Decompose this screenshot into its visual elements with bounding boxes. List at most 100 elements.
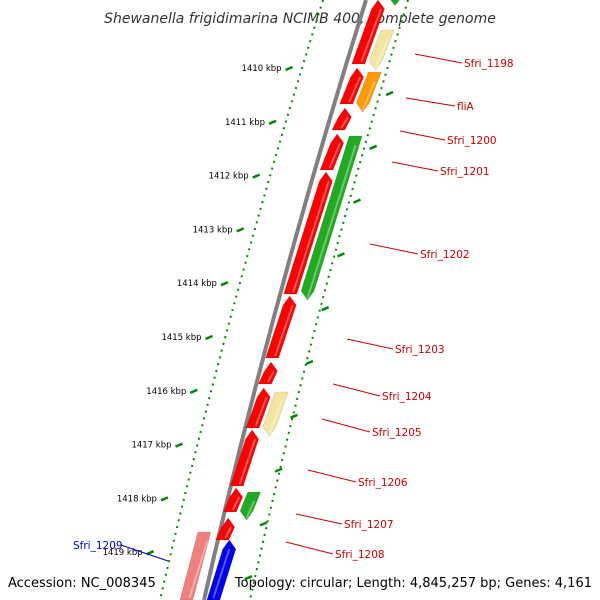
gene-leader-line — [120, 544, 169, 562]
gene-leader-line — [307, 469, 357, 483]
outer-tick-mark — [352, 198, 361, 204]
outer-tick-mark — [259, 521, 268, 527]
gene-leader-line — [332, 383, 381, 397]
gene-label[interactable]: Sfri_1205 — [372, 427, 422, 439]
gene-feature-shine — [348, 76, 362, 103]
tick-mark — [175, 442, 183, 448]
outer-tick-mark — [289, 413, 298, 419]
gene-feature-shine — [231, 496, 241, 511]
gene-label[interactable]: Sfri_1201 — [440, 166, 490, 178]
gene-sfri_1200[interactable] — [331, 107, 352, 131]
tick-label: 1416 kbp — [146, 387, 186, 397]
gene-sfri_1208[interactable] — [215, 517, 236, 541]
gene-feature[interactable] — [339, 67, 364, 105]
gene-sfri_1198[interactable] — [368, 29, 395, 71]
gene-leader-line — [285, 541, 334, 555]
gene-sfri_1204-shine — [266, 370, 275, 383]
gene-feature[interactable] — [389, 0, 405, 7]
gene-label[interactable]: Sfri_1208 — [335, 549, 385, 561]
gene-sfri_1209[interactable] — [206, 539, 237, 600]
accession-text: Accession: NC_008345 — [8, 576, 156, 591]
gene-label[interactable]: Sfri_1204 — [382, 391, 432, 403]
gene-sfri_1201[interactable] — [319, 133, 345, 171]
tick-label: 1419 kbp — [103, 548, 143, 558]
gene-flia[interactable] — [355, 71, 382, 113]
gene-label[interactable]: Sfri_1202 — [420, 249, 470, 261]
gene-sfri_1206-shine — [238, 438, 257, 485]
gene-label[interactable]: Sfri_1203 — [395, 344, 445, 356]
gene-leader-line — [414, 53, 463, 64]
gene-feature-shine — [360, 8, 382, 63]
tick-marks: 1410 kbp 1411 kbp 1412 kbp 1413 kbp 1414 kbp… — [103, 64, 394, 581]
gene-leader-line — [321, 418, 371, 433]
gene-label[interactable]: Sfri_1207 — [344, 519, 394, 531]
gene-sfri_1207-shine — [245, 500, 256, 519]
topology-text: Topology: circular; Length: 4,845,257 bp… — [234, 576, 592, 591]
gene-label[interactable]: fliA — [457, 101, 475, 113]
gene-feature[interactable] — [245, 387, 271, 429]
genome-backbone — [202, 0, 368, 600]
tick-label: 1417 kbp — [131, 441, 171, 451]
gene-sfri_1201-shine — [328, 142, 342, 169]
tick-label: 1412 kbp — [209, 172, 249, 182]
gene-sfri_1206[interactable] — [229, 429, 259, 487]
gene-flia-shine — [361, 80, 376, 111]
outer-tick-mark — [336, 252, 345, 258]
gene-leader-line — [369, 243, 419, 255]
map-title: Shewanella frigidimarina NCIMB 400, comp… — [104, 11, 496, 27]
gene-sfri_1202[interactable] — [300, 135, 363, 301]
outer-tick-mark — [244, 575, 253, 581]
outer-tick-mark — [321, 306, 330, 312]
gene-leader-line — [405, 97, 456, 107]
tick-mark — [252, 173, 261, 179]
tick-label: 1413 kbp — [193, 225, 233, 235]
gene-leader-line — [346, 338, 394, 350]
tick-label: 1411 kbp — [225, 118, 265, 128]
tick-label: 1415 kbp — [161, 333, 201, 343]
gene-feature-shine — [394, 3, 398, 10]
gene-label[interactable]: Sfri_1200 — [447, 135, 497, 147]
gene-feature[interactable] — [351, 0, 385, 65]
tick-mark — [189, 388, 198, 394]
gene-feature[interactable] — [179, 531, 212, 600]
gene-features — [179, 0, 405, 600]
tick-mark — [220, 281, 229, 287]
outer-tick-mark — [305, 359, 314, 366]
tick-mark — [205, 334, 214, 341]
gene-feature-shine — [188, 540, 209, 599]
gene-sfri_1202-shine — [306, 144, 357, 299]
tick-mark — [236, 227, 245, 233]
gene-feature[interactable] — [283, 171, 333, 295]
tick-label: 1410 kbp — [242, 64, 282, 74]
outer-dotted-track — [249, 0, 409, 600]
tick-mark — [285, 65, 294, 72]
gene-feature-shine — [254, 396, 268, 427]
gene-labels: Sfri_1198 fliA Sfri_1200 Sfri_1201 Sfri_1202… — [73, 53, 514, 562]
gene-leader-line — [391, 161, 439, 172]
gene-sfri_1208-shine — [224, 526, 233, 539]
gene-sfri_1203[interactable] — [265, 295, 297, 359]
gene-leader-line — [399, 130, 446, 141]
gene-label[interactable]: Sfri_1209 — [73, 540, 123, 552]
tick-label: 1414 kbp — [177, 279, 217, 289]
gene-sfri_1207[interactable] — [239, 491, 262, 521]
tick-mark — [268, 119, 277, 125]
gene-sfri_1205[interactable] — [262, 391, 289, 437]
gene-sfri_1209-shine — [212, 548, 231, 599]
gene-label[interactable]: Sfri_1198 — [464, 58, 514, 70]
tick-mark — [160, 496, 169, 502]
gene-leader-line — [295, 513, 343, 525]
outer-tick-mark — [385, 90, 394, 97]
gene-sfri_1198-shine — [374, 38, 389, 69]
gene-label[interactable]: Sfri_1206 — [358, 477, 408, 489]
gene-sfri_1203-shine — [274, 304, 294, 357]
outer-tick-mark — [369, 144, 378, 150]
gene-feature[interactable] — [222, 487, 244, 513]
gene-sfri_1200-shine — [340, 116, 349, 129]
gene-sfri_1204[interactable] — [257, 361, 278, 385]
gene-feature-shine — [292, 180, 330, 293]
outer-tick-mark — [274, 467, 283, 473]
gene-sfri_1205-shine — [268, 400, 283, 435]
